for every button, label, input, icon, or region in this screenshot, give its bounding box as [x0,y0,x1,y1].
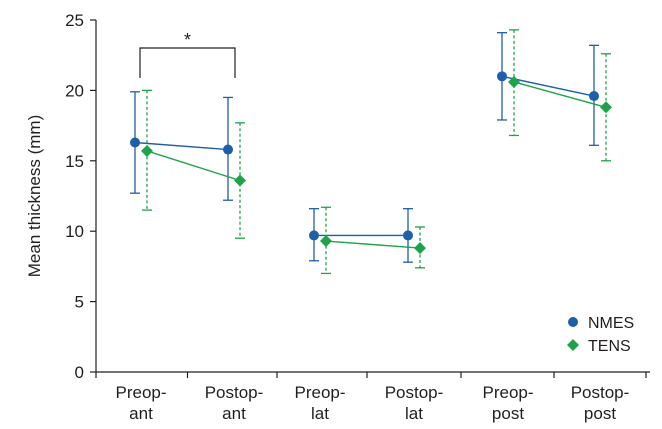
data-point-tens [320,235,332,248]
data-point-tens [508,75,520,88]
y-tick-label: 5 [75,293,84,312]
data-point-nmes [589,91,599,102]
x-category-label: Postop- [571,383,630,402]
data-point-nmes [403,230,413,241]
y-tick-label: 0 [75,363,84,382]
series-line [325,240,421,249]
x-category-label: Preop- [115,383,166,402]
series-line [134,141,229,151]
data-point-tens [414,242,426,255]
x-category-label: Postop- [205,383,264,402]
x-category-label: lat [311,404,329,423]
legend-marker-tens [567,339,579,351]
x-category-label: post [584,404,616,423]
legend-marker-nmes [568,317,578,327]
x-category-label: ant [129,404,153,423]
series-line [513,81,607,108]
significance-bracket [139,47,236,78]
x-category-label: post [492,404,524,423]
data-point-tens [234,174,246,187]
data-point-nmes [223,144,233,155]
x-category-label: Preop- [482,383,533,402]
x-category-label: Preop- [294,383,345,402]
y-tick-label: 10 [65,222,84,241]
legend-label: NMES [588,315,634,332]
data-point-nmes [309,230,319,241]
data-point-nmes [497,71,507,82]
y-tick-label: 20 [65,81,84,100]
data-point-nmes [130,137,140,148]
data-point-tens [141,144,153,157]
x-category-label: ant [222,404,246,423]
x-category-label: lat [405,404,423,423]
legend-label: TENS [588,338,631,355]
y-tick-label: 15 [65,152,84,171]
significance-marker: * [184,30,191,50]
series-line [146,150,241,182]
data-point-tens [600,101,612,114]
y-axis-title: Mean thickness (mm) [25,115,44,277]
x-category-label: Postop- [385,383,444,402]
y-tick-label: 25 [65,11,84,30]
